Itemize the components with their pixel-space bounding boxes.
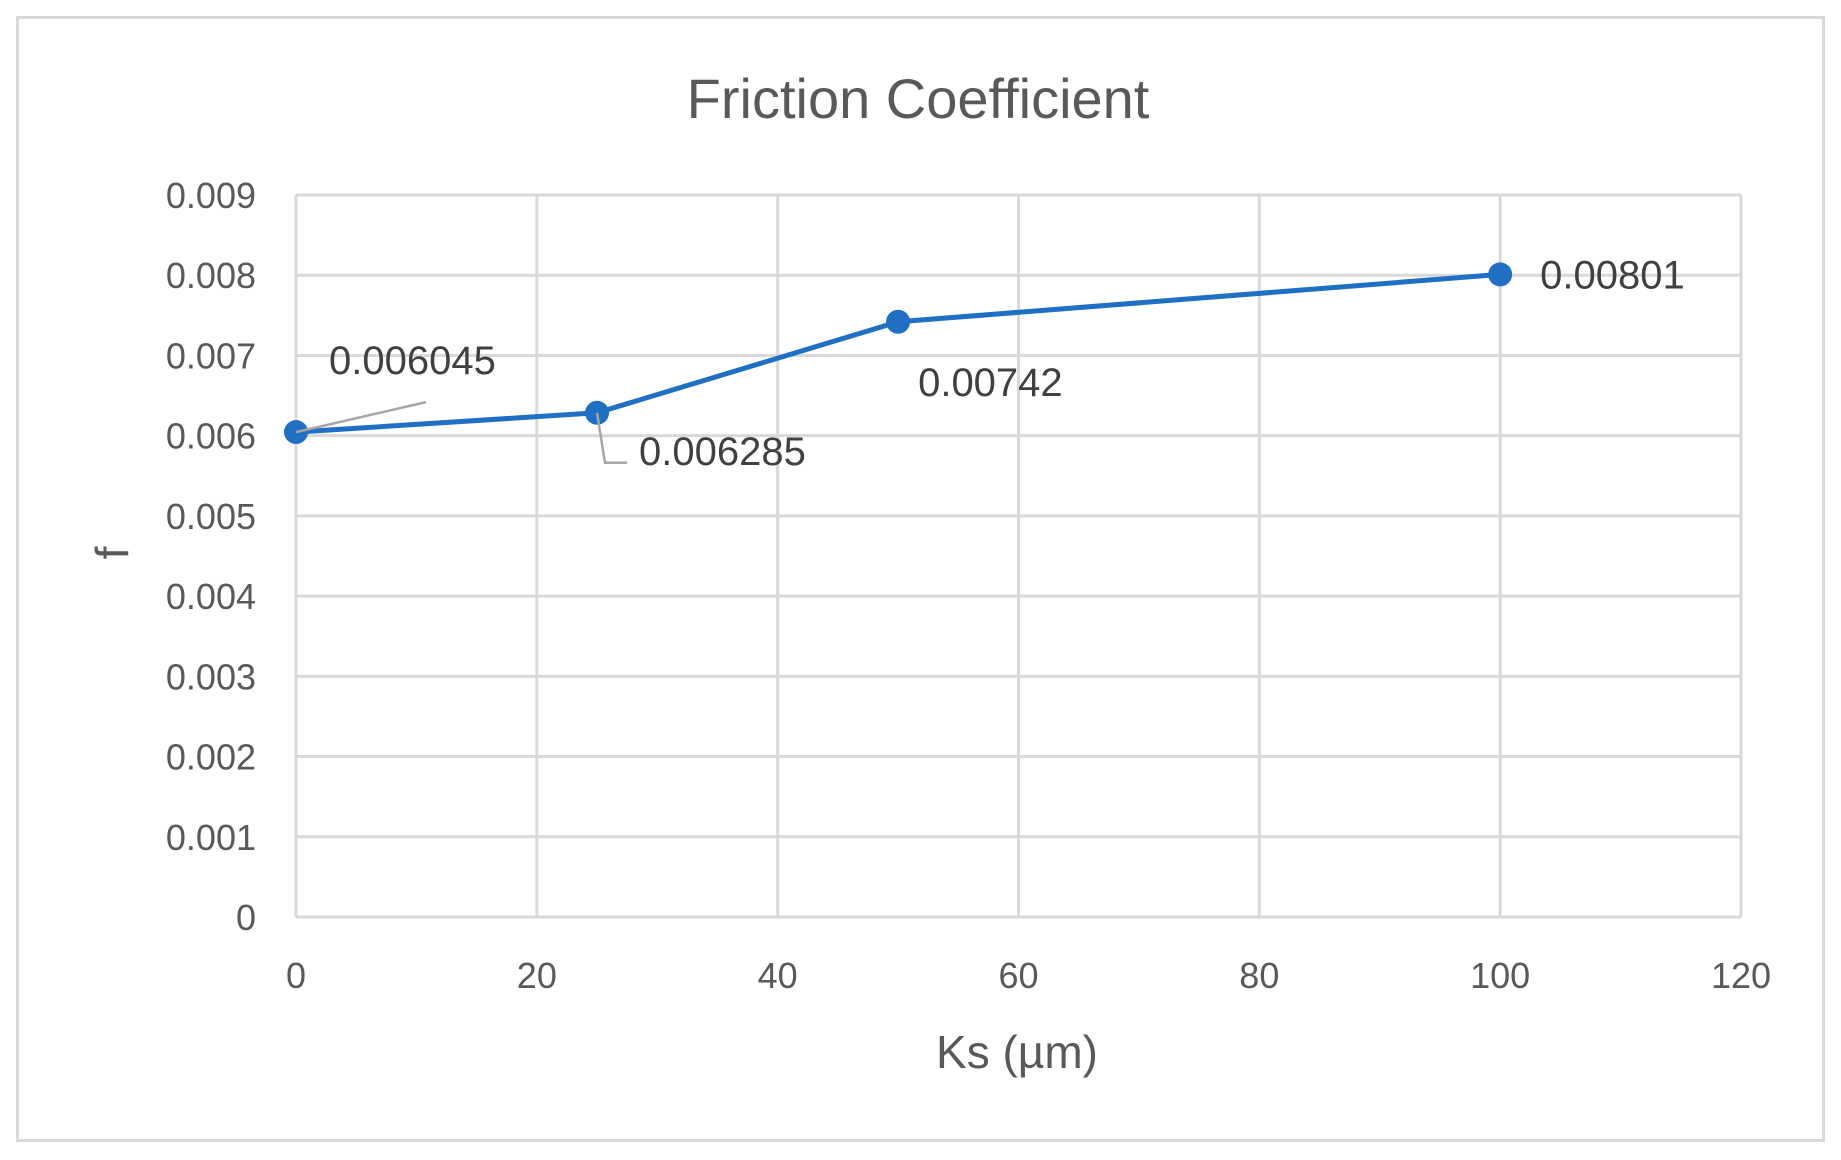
chart-title: Friction Coefficient (687, 67, 1150, 130)
data-point (1488, 262, 1513, 287)
data-label: 0.00742 (918, 361, 1063, 405)
y-tick-label: 0 (236, 897, 256, 938)
y-tick-label: 0.006 (166, 416, 256, 457)
x-tick-label: 80 (1239, 955, 1279, 996)
y-tick-label: 0.008 (166, 255, 256, 296)
y-tick-label: 0.004 (166, 576, 256, 617)
y-tick-label: 0.007 (166, 335, 256, 376)
x-tick-label: 100 (1470, 955, 1530, 996)
y-tick-label: 0.001 (166, 817, 256, 858)
chart-frame (16, 16, 1825, 1142)
x-axis-ticks: 0 20 40 60 80 100 120 (286, 955, 1771, 996)
series-line (293, 271, 1503, 435)
series (284, 262, 1513, 445)
y-axis-title: f (86, 546, 138, 559)
data-label: 0.006045 (329, 339, 496, 383)
data-label: 0.00801 (1540, 253, 1685, 297)
y-axis-ticks: 0 0.001 0.002 0.003 0.004 0.005 0.006 0.007 0.00… (166, 175, 256, 938)
grid (294, 193, 1743, 919)
x-tick-label: 60 (998, 955, 1038, 996)
x-tick-label: 0 (286, 955, 306, 996)
data-point (886, 309, 911, 334)
y-tick-label: 0.009 (166, 175, 256, 216)
y-tick-label: 0.003 (166, 656, 256, 697)
data-labels: 0.006045 0.006285 0.00742 0.00801 (295, 253, 1685, 474)
y-tick-label: 0.002 (166, 737, 256, 778)
x-tick-label: 20 (517, 955, 557, 996)
x-axis-title: Ks (µm) (936, 1026, 1098, 1078)
data-label-leader-line (295, 400, 427, 434)
data-label: 0.006285 (639, 430, 806, 474)
x-tick-label: 120 (1711, 955, 1771, 996)
y-tick-label: 0.005 (166, 496, 256, 537)
data-label-leader-line (595, 412, 627, 465)
x-tick-label: 40 (758, 955, 798, 996)
